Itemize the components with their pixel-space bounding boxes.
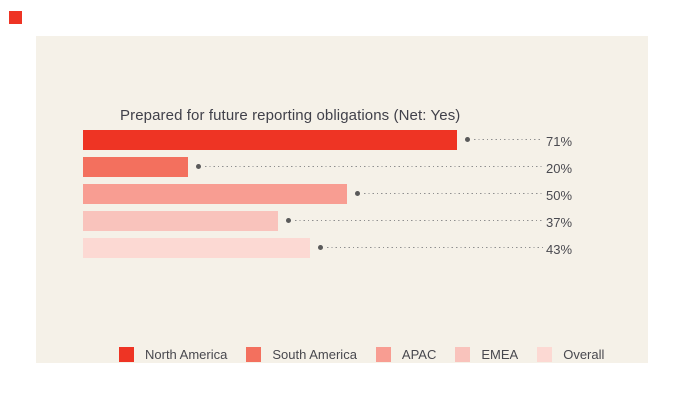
value-label-north-america: 71% xyxy=(546,134,573,149)
leader-line xyxy=(327,247,543,249)
leader-dot xyxy=(286,218,291,223)
legend-label: Overall xyxy=(563,347,605,362)
legend-label: North America xyxy=(145,347,228,362)
legend-item-south-america: South America xyxy=(246,347,357,362)
legend-item-overall: Overall xyxy=(537,347,604,362)
bar-overall xyxy=(83,238,310,258)
legend: North America South America APAC EMEA Overal… xyxy=(119,347,604,362)
bar-north-america xyxy=(83,130,457,150)
legend-item-apac: APAC xyxy=(375,347,437,362)
value-label-emea: 37% xyxy=(546,215,573,230)
chart-title: Prepared for future reporting obligation… xyxy=(120,107,461,124)
value-label-south-america: 20% xyxy=(546,161,573,176)
value-label-apac: 50% xyxy=(546,188,573,203)
leader-line xyxy=(474,139,543,141)
leader-dot xyxy=(465,137,470,142)
legend-label: APAC xyxy=(401,347,437,362)
legend-swatch-emea xyxy=(455,347,471,362)
leader-dot xyxy=(196,164,201,169)
legend-swatch-north-america xyxy=(119,347,134,362)
legend-item-emea: EMEA xyxy=(455,347,518,362)
legend-label: South America xyxy=(272,347,357,362)
legend-label: EMEA xyxy=(481,347,519,362)
leader-dot xyxy=(318,245,323,250)
leader-line xyxy=(295,220,543,222)
legend-swatch-overall xyxy=(537,347,553,362)
bar-south-america xyxy=(83,157,188,177)
legend-swatch-apac xyxy=(375,347,391,362)
value-label-overall: 43% xyxy=(546,242,573,257)
leader-line xyxy=(205,166,543,168)
brand-accent-square xyxy=(9,11,22,24)
legend-item-north-america: North America xyxy=(119,347,227,362)
legend-swatch-south-america xyxy=(246,347,262,362)
bar-emea xyxy=(83,211,278,231)
bar-apac xyxy=(83,184,347,204)
chart-panel: Prepared for future reporting obligation… xyxy=(36,36,648,363)
leader-dot xyxy=(355,191,360,196)
leader-line xyxy=(364,193,543,195)
